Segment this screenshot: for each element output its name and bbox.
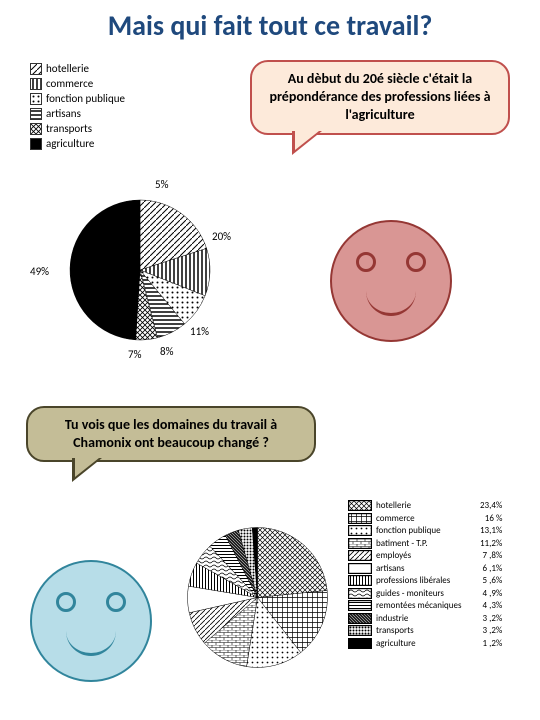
legend-row: commerce16 % [348,513,502,524]
legend-row: hotellerie [30,62,125,75]
legend-row: professions libérales5 ,6% [348,575,502,586]
pie-slice-label: 11% [190,325,209,338]
legend-row: remontées mécaniques4 ,3% [348,600,502,611]
smiley-face-red [330,220,452,342]
legend-row: transports3 ,2% [348,625,502,636]
pie-slice-label: 49% [30,265,49,278]
legend-row: fonction publique [30,92,125,105]
legend-row: industrie3 ,2% [348,613,502,624]
page-title: Mais qui fait tout ce travail? [0,8,540,43]
smiley-face-blue [30,560,152,682]
pie-slice-label: 8% [160,345,173,358]
chart2-pie [180,520,335,675]
legend-row: agriculture1 ,2% [348,638,502,649]
speech-bubble-2: Tu vois que les domaines du travail à Ch… [26,406,316,462]
chart1-pie: 5%20%11%8%7%49% [60,190,220,350]
speech-bubble-1: Au dèbut du 20é siècle c'était la prépon… [250,60,510,135]
chart2-legend: hotellerie23,4% commerce16 %fonction publ… [348,500,502,650]
legend-row: batiment - T.P.11,2% [348,538,502,549]
pie-slice-label: 7% [128,348,141,361]
legend-row: artisans6 ,1% [348,563,502,574]
legend-row: agriculture [30,137,125,150]
legend-row: artisans [30,107,125,120]
chart1-legend: hotellerie commerce fonction publique artis… [30,62,125,152]
legend-row: hotellerie23,4% [348,500,502,511]
legend-row: fonction publique13,1% [348,525,502,536]
legend-row: employés7 ,8% [348,550,502,561]
legend-row: transports [30,122,125,135]
legend-row: commerce [30,77,125,90]
pie-slice-label: 20% [212,230,231,243]
legend-row: guides - moniteurs4 ,9% [348,588,502,599]
pie-slice-label: 5% [155,178,168,191]
